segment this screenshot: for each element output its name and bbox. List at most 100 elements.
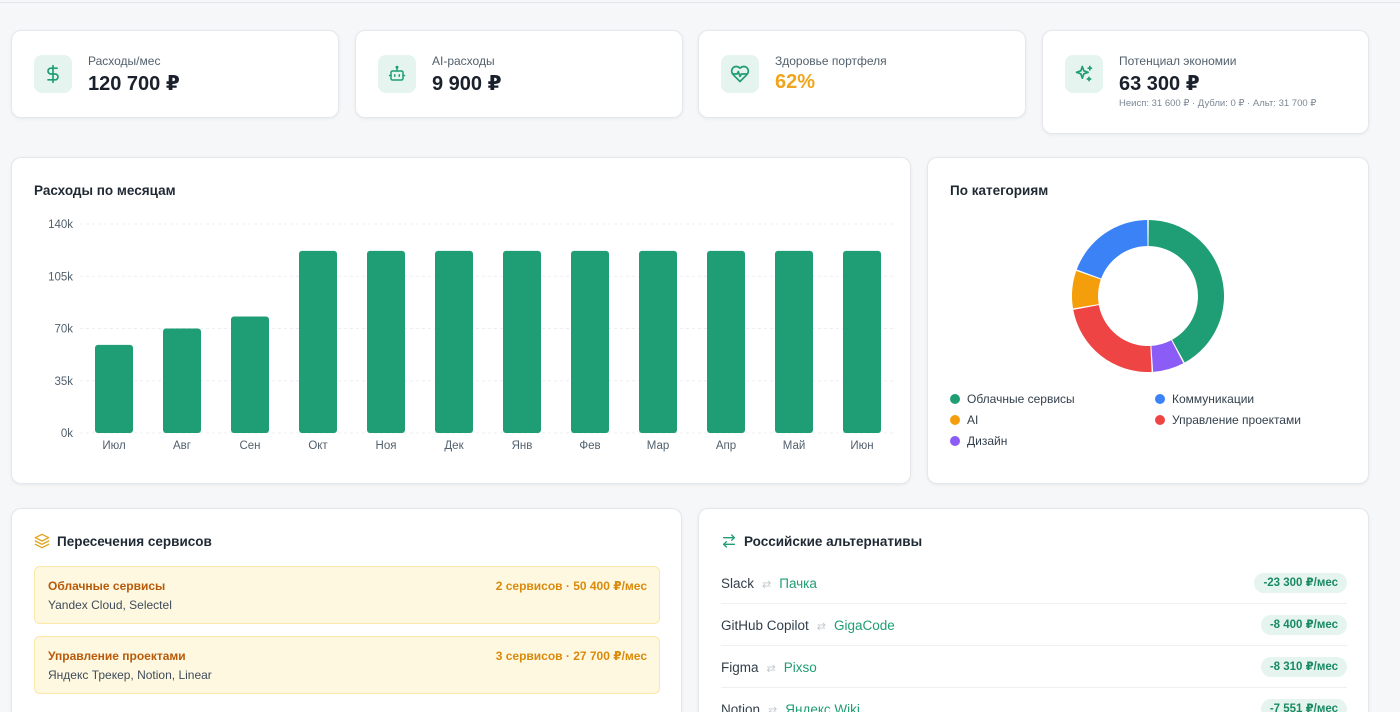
swap-arrows-icon xyxy=(723,534,735,548)
dollar-icon xyxy=(34,55,72,93)
sparkles-icon xyxy=(1065,55,1103,93)
overlap-category: Облачные сервисы xyxy=(48,579,166,593)
y-tick-label: 70k xyxy=(54,324,73,336)
kpi-value: 120 700 ₽ xyxy=(88,73,180,95)
kpi-value: 63 300 ₽ xyxy=(1119,73,1200,95)
donut-slice[interactable] xyxy=(1076,220,1148,279)
russian-alternatives-card: Российские альтернативы Slack ⇄ Пачка -23 … xyxy=(698,508,1369,712)
x-tick-label: Мар xyxy=(647,440,670,452)
donut-slice[interactable] xyxy=(1151,340,1184,372)
legend-label: AI xyxy=(967,413,979,427)
bar[interactable] xyxy=(367,250,405,433)
y-tick-label: 140k xyxy=(48,219,73,231)
legend-label: Управление проектами xyxy=(1172,413,1301,427)
donut-slice[interactable] xyxy=(1148,220,1225,363)
bar[interactable] xyxy=(231,316,269,433)
kpi-label: Потенциал экономии xyxy=(1119,54,1237,68)
donut-slice[interactable] xyxy=(1073,305,1152,372)
bar[interactable] xyxy=(639,250,677,433)
current-service: GitHub Copilot xyxy=(721,618,809,633)
legend-item[interactable]: AI xyxy=(950,413,978,427)
overlap-services: Яндекс Трекер, Notion, Linear xyxy=(48,668,212,682)
card-title: Пересечения сервисов xyxy=(57,534,212,549)
current-service: Notion xyxy=(721,702,761,712)
layers-icon xyxy=(34,533,50,549)
legend-item[interactable]: Облачные сервисы xyxy=(950,392,1075,406)
card-title: Расходы по месяцам xyxy=(34,183,176,198)
kpi-card-portfolio-health: Здоровье портфеля 62% xyxy=(698,30,1026,118)
legend-dot xyxy=(1155,394,1165,404)
bar[interactable] xyxy=(571,250,609,433)
x-tick-label: Апр xyxy=(716,440,736,452)
legend-item[interactable]: Дизайн xyxy=(950,434,1007,448)
savings-badge: -23 300 ₽/мес xyxy=(1254,573,1347,593)
kpi-breakdown: Неисп: 31 600 ₽ · Дубли: 0 ₽ · Альт: 31 … xyxy=(1119,98,1317,109)
x-tick-label: Июл xyxy=(102,440,125,452)
legend-item[interactable]: Управление проектами xyxy=(1155,413,1301,427)
categories-card: По категориям Облачные сервисы Коммуникац… xyxy=(927,157,1369,484)
overlap-item[interactable]: Облачные сервисы 2 сервисов · 50 400 ₽/м… xyxy=(34,566,660,624)
current-service: Figma xyxy=(721,660,759,675)
top-divider xyxy=(0,2,1400,3)
current-service: Slack xyxy=(721,576,755,591)
bar[interactable] xyxy=(775,250,813,433)
savings-badge: -8 400 ₽/мес xyxy=(1260,615,1347,635)
legend-dot xyxy=(950,394,960,404)
alternative-service[interactable]: Pixso xyxy=(783,660,817,675)
bar[interactable] xyxy=(707,250,745,433)
x-tick-label: Авг xyxy=(173,440,191,452)
kpi-label: Расходы/мес xyxy=(88,54,161,68)
alternative-row[interactable]: Figma ⇄ Pixso -8 310 ₽/мес xyxy=(721,646,1347,688)
savings-badge: -7 551 ₽/мес xyxy=(1260,699,1347,712)
kpi-value: 62% xyxy=(775,71,816,93)
bar[interactable] xyxy=(163,328,201,434)
alternative-row[interactable]: Notion ⇄ Яндекс Wiki -7 551 ₽/мес xyxy=(721,688,1347,712)
bar[interactable] xyxy=(435,250,473,433)
monthly-spend-card: Расходы по месяцам 0k 35k 70k 105k 140k Июл Ав… xyxy=(11,157,911,484)
kpi-card-monthly-spend: Расходы/мес 120 700 ₽ xyxy=(11,30,339,118)
robot-icon xyxy=(378,55,416,93)
card-title: По категориям xyxy=(950,183,1049,198)
bar[interactable] xyxy=(843,250,881,433)
x-tick-label: Янв xyxy=(512,440,533,452)
swap-icon: ⇄ xyxy=(766,663,776,675)
kpi-value: 9 900 ₽ xyxy=(432,73,502,95)
overlap-item[interactable]: Управление проектами 3 сервисов · 27 700… xyxy=(34,636,660,694)
swap-icon: ⇄ xyxy=(816,621,827,633)
legend-dot xyxy=(950,415,960,425)
alternative-service[interactable]: Пачка xyxy=(779,576,817,591)
overlap-category: Управление проектами xyxy=(48,649,186,663)
overlap-summary: 2 сервисов · 50 400 ₽/мес xyxy=(495,579,647,593)
alternative-service[interactable]: Яндекс Wiki xyxy=(785,702,860,712)
x-tick-label: Окт xyxy=(308,440,328,452)
kpi-label: AI-расходы xyxy=(432,54,495,68)
legend-item[interactable]: Коммуникации xyxy=(1155,392,1254,406)
category-donut-chart xyxy=(1072,220,1225,372)
donut-slice[interactable] xyxy=(1072,270,1101,309)
y-tick-label: 105k xyxy=(48,271,73,283)
legend-label: Коммуникации xyxy=(1172,392,1255,406)
legend-dot xyxy=(1155,415,1165,425)
heart-pulse-icon xyxy=(721,55,759,93)
y-tick-label: 0k xyxy=(61,428,73,440)
bar[interactable] xyxy=(95,344,133,433)
service-overlaps-card: Пересечения сервисов Облачные сервисы 2 … xyxy=(11,508,682,712)
legend-label: Облачные сервисы xyxy=(967,392,1075,406)
x-tick-label: Фев xyxy=(579,440,600,452)
monthly-bar-chart: 0k 35k 70k 105k 140k Июл Авг Сен Окт Ноя Дек Янв Фев… xyxy=(48,219,896,452)
x-tick-label: Июн xyxy=(850,440,873,452)
alternative-service[interactable]: GigaCode xyxy=(834,618,895,633)
savings-badge: -8 310 ₽/мес xyxy=(1260,657,1347,677)
alternative-row[interactable]: GitHub Copilot ⇄ GigaCode -8 400 ₽/мес xyxy=(721,604,1347,646)
overlap-services: Yandex Cloud, Selectel xyxy=(48,598,172,612)
legend-dot xyxy=(950,436,960,446)
alternative-row[interactable]: Slack ⇄ Пачка -23 300 ₽/мес xyxy=(721,562,1347,604)
x-tick-label: Ноя xyxy=(376,440,397,452)
kpi-card-savings-potential: Потенциал экономии 63 300 ₽ Неисп: 31 60… xyxy=(1042,30,1369,134)
bar[interactable] xyxy=(299,250,337,433)
legend-label: Дизайн xyxy=(967,434,1008,448)
swap-icon: ⇄ xyxy=(768,705,778,712)
kpi-card-ai-spend: AI-расходы 9 900 ₽ xyxy=(355,30,683,118)
x-tick-label: Сен xyxy=(239,440,260,452)
bar[interactable] xyxy=(503,250,541,433)
